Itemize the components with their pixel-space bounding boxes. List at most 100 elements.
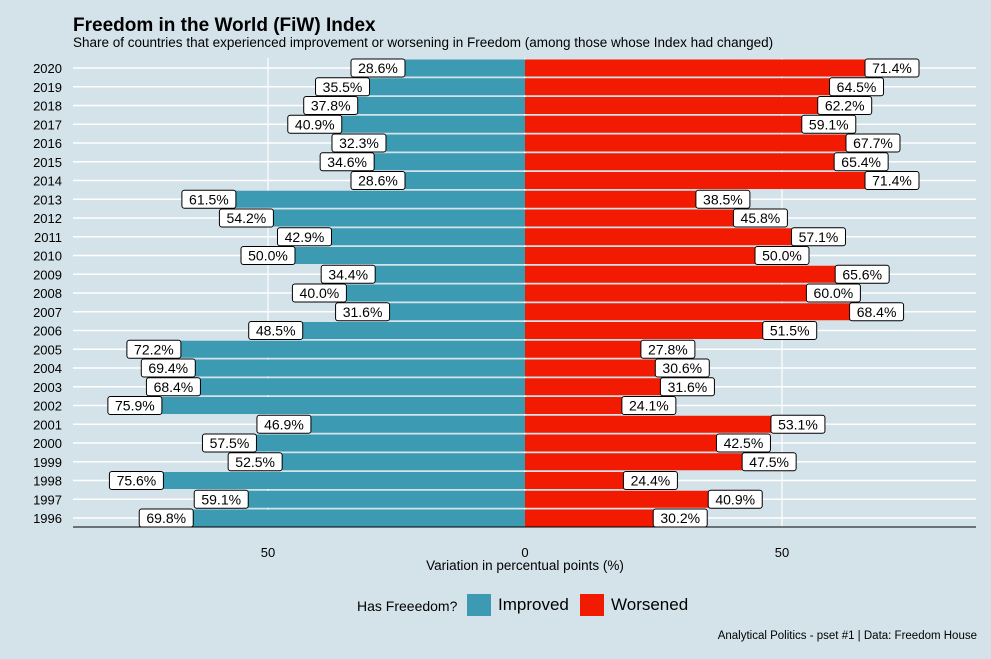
value-label-improved: 40.0% (291, 283, 347, 303)
value-label-worsened: 27.8% (640, 339, 696, 359)
svg-text:68.4%: 68.4% (857, 304, 897, 320)
y-tick-label: 2003 (33, 380, 62, 395)
value-label-worsened: 40.9% (707, 489, 763, 509)
svg-text:34.6%: 34.6% (327, 154, 367, 170)
chart-subtitle: Share of countries that experienced impr… (73, 35, 774, 50)
bar-worsened (525, 490, 736, 508)
legend-key-improved (467, 594, 491, 616)
bar-improved (377, 59, 525, 77)
bar-improved (377, 172, 525, 189)
value-label-improved: 75.9% (107, 396, 163, 415)
bar-improved (268, 247, 525, 264)
bar-worsened (525, 115, 829, 133)
svg-text:28.6%: 28.6% (358, 173, 398, 189)
legend: Has Freeedom? Improved Worsened (0, 594, 991, 618)
y-tick-label: 2020 (33, 61, 62, 76)
value-label-worsened: 24.4% (622, 471, 678, 490)
bar-improved (153, 340, 525, 358)
value-label-worsened: 51.5% (762, 321, 818, 340)
bar-worsened (525, 472, 651, 489)
svg-text:71.4%: 71.4% (872, 173, 912, 189)
bar-worsened (525, 209, 761, 227)
value-label-worsened: 38.5% (695, 189, 751, 209)
y-tick-label: 2005 (33, 342, 62, 357)
value-label-improved: 75.6% (108, 471, 164, 490)
y-tick-label: 2008 (33, 286, 62, 301)
bar-worsened (525, 97, 845, 114)
value-label-worsened: 65.6% (834, 264, 890, 284)
bar-improved (255, 453, 525, 471)
y-tick-label: 2001 (33, 417, 62, 432)
bar-improved (362, 303, 525, 321)
svg-text:59.1%: 59.1% (201, 491, 241, 507)
value-label-improved: 46.9% (256, 414, 312, 434)
value-label-improved: 28.6% (350, 171, 406, 190)
value-label-improved: 31.6% (335, 302, 391, 322)
svg-text:65.4%: 65.4% (841, 154, 881, 170)
bar-improved (304, 228, 525, 246)
bar-worsened (525, 303, 877, 321)
svg-text:42.5%: 42.5% (724, 435, 764, 451)
y-tick-label: 2006 (33, 324, 62, 339)
value-label-worsened: 71.4% (864, 171, 920, 190)
bar-worsened (525, 397, 649, 414)
x-tick-label: 50 (261, 545, 275, 560)
value-label-worsened: 65.4% (833, 152, 889, 172)
value-label-improved: 32.3% (331, 133, 387, 153)
bar-worsened (525, 340, 668, 358)
svg-text:24.4%: 24.4% (631, 473, 671, 489)
bar-worsened (525, 322, 790, 339)
bar-improved (358, 134, 525, 152)
bar-improved (275, 322, 525, 339)
y-tick-label: 2013 (33, 192, 62, 207)
svg-text:75.9%: 75.9% (115, 398, 155, 414)
svg-text:50.0%: 50.0% (762, 248, 802, 264)
svg-text:67.7%: 67.7% (853, 135, 893, 151)
value-label-worsened: 60.0% (805, 283, 861, 303)
bar-improved (168, 359, 525, 377)
svg-text:68.4%: 68.4% (154, 379, 194, 395)
bar-worsened (525, 415, 798, 433)
value-label-improved: 61.5% (181, 189, 237, 209)
svg-text:34.4%: 34.4% (328, 266, 368, 282)
value-label-worsened: 67.7% (845, 133, 901, 153)
bar-improved (221, 490, 525, 508)
svg-text:28.6%: 28.6% (358, 60, 398, 76)
svg-text:69.4%: 69.4% (148, 360, 188, 376)
bar-improved (330, 97, 525, 114)
value-label-worsened: 42.5% (715, 433, 771, 453)
value-label-improved: 34.6% (319, 152, 375, 172)
bar-improved (348, 265, 525, 283)
value-label-worsened: 47.5% (741, 452, 797, 472)
caption: Analytical Politics - pset #1 | Data: Fr… (717, 630, 977, 642)
svg-text:50.0%: 50.0% (248, 248, 288, 264)
value-label-improved: 37.8% (303, 96, 359, 115)
bar-improved (283, 415, 525, 433)
y-tick-label: 2002 (33, 399, 62, 414)
bar-improved (342, 78, 525, 96)
y-tick-label: 2009 (33, 267, 62, 282)
svg-text:52.5%: 52.5% (235, 454, 275, 470)
y-tick-label: 1996 (33, 511, 62, 526)
value-label-improved: 35.5% (315, 77, 371, 97)
svg-text:35.5%: 35.5% (323, 79, 363, 95)
bar-worsened (525, 59, 892, 77)
value-label-worsened: 30.6% (654, 358, 710, 378)
svg-text:40.9%: 40.9% (715, 491, 755, 507)
bar-improved (246, 209, 526, 227)
value-label-improved: 52.5% (227, 452, 283, 472)
value-label-improved: 40.9% (287, 114, 343, 134)
svg-text:24.1%: 24.1% (629, 398, 669, 414)
svg-text:60.0%: 60.0% (814, 285, 854, 301)
svg-text:30.6%: 30.6% (662, 360, 702, 376)
legend-title: Has Freeedom? (357, 598, 458, 614)
y-tick-label: 2012 (33, 211, 62, 226)
legend-label-improved: Improved (498, 595, 569, 614)
value-label-worsened: 64.5% (829, 77, 885, 97)
svg-text:69.8%: 69.8% (146, 510, 186, 526)
svg-text:57.1%: 57.1% (799, 229, 839, 245)
chart-title: Freedom in the World (FiW) Index (73, 15, 376, 36)
bar-worsened (525, 378, 688, 396)
svg-text:30.2%: 30.2% (660, 510, 700, 526)
svg-text:48.5%: 48.5% (256, 323, 296, 339)
